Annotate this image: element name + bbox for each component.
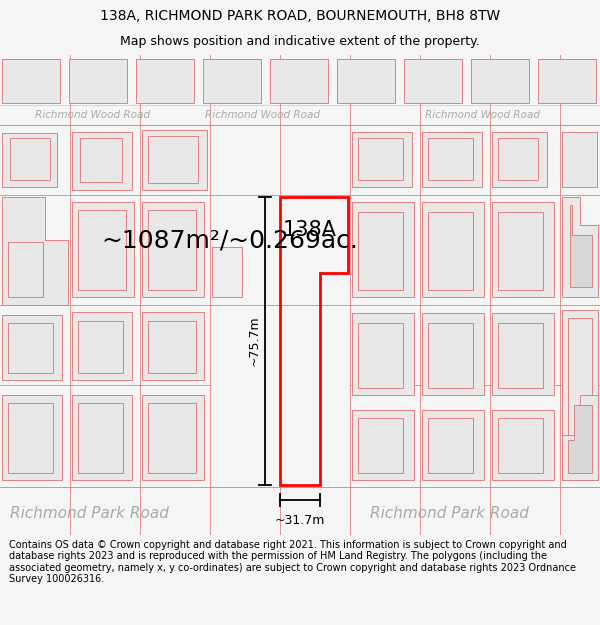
Bar	[78, 321, 123, 373]
Bar	[72, 132, 132, 190]
Text: Richmond Wood Road: Richmond Wood Road	[425, 110, 540, 120]
Bar	[422, 313, 484, 395]
Bar	[72, 312, 132, 380]
Bar	[422, 410, 484, 480]
Bar	[428, 418, 473, 473]
Bar	[270, 59, 328, 103]
Bar	[358, 418, 403, 473]
Text: Richmond Wood Road: Richmond Wood Road	[35, 110, 150, 120]
Bar	[492, 410, 554, 480]
Bar	[352, 410, 414, 480]
Bar	[2, 59, 60, 103]
Polygon shape	[2, 197, 68, 305]
Bar	[428, 212, 473, 290]
Bar	[428, 138, 473, 180]
Bar	[148, 403, 196, 473]
Bar	[428, 323, 473, 388]
Bar	[10, 138, 50, 180]
Bar	[358, 138, 403, 180]
Text: Richmond Wood Road: Richmond Wood Road	[205, 110, 320, 120]
Bar	[404, 59, 462, 103]
Bar	[562, 310, 598, 480]
Bar	[422, 202, 484, 297]
Bar	[492, 202, 554, 297]
Bar	[8, 242, 43, 297]
Text: 138A, RICHMOND PARK ROAD, BOURNEMOUTH, BH8 8TW: 138A, RICHMOND PARK ROAD, BOURNEMOUTH, B…	[100, 9, 500, 24]
Bar	[8, 323, 53, 373]
Bar	[358, 323, 403, 388]
Polygon shape	[562, 197, 598, 297]
Bar	[2, 315, 62, 380]
Bar	[358, 212, 403, 290]
Bar	[148, 210, 196, 290]
Bar	[72, 395, 132, 480]
Bar	[498, 212, 543, 290]
Text: Map shows position and indicative extent of the property.: Map shows position and indicative extent…	[120, 35, 480, 48]
Bar	[78, 403, 123, 473]
Text: ~1087m²/~0.269ac.: ~1087m²/~0.269ac.	[101, 228, 358, 252]
Bar	[498, 418, 543, 473]
Bar	[352, 132, 412, 187]
Text: Richmond Park Road: Richmond Park Road	[10, 506, 169, 521]
Bar	[352, 202, 414, 297]
Bar	[69, 59, 127, 103]
Bar	[212, 247, 242, 297]
Bar	[142, 130, 207, 190]
Polygon shape	[568, 405, 592, 473]
Bar	[142, 395, 204, 480]
Bar	[142, 202, 204, 297]
Bar	[422, 132, 482, 187]
Bar	[492, 313, 554, 395]
Polygon shape	[570, 205, 592, 287]
Bar	[498, 323, 543, 388]
Text: ~31.7m: ~31.7m	[275, 514, 325, 527]
Bar	[136, 59, 194, 103]
Bar	[148, 321, 196, 373]
Bar	[78, 210, 126, 290]
Bar	[492, 132, 547, 187]
Bar	[2, 395, 62, 480]
Text: 138A: 138A	[283, 220, 337, 240]
Text: ~75.7m: ~75.7m	[248, 316, 260, 366]
Bar	[538, 59, 596, 103]
Bar	[203, 59, 261, 103]
Bar	[562, 132, 597, 187]
Bar	[471, 59, 529, 103]
Bar	[72, 202, 134, 297]
Bar	[8, 403, 53, 473]
Bar	[2, 133, 57, 187]
Bar	[142, 312, 204, 380]
Bar	[352, 313, 414, 395]
Polygon shape	[562, 395, 598, 480]
Bar	[148, 136, 198, 183]
Text: Contains OS data © Crown copyright and database right 2021. This information is : Contains OS data © Crown copyright and d…	[9, 539, 576, 584]
Bar	[337, 59, 395, 103]
Bar	[568, 318, 592, 473]
Bar	[498, 138, 538, 180]
Bar	[80, 138, 122, 182]
Text: Richmond Park Road: Richmond Park Road	[370, 506, 529, 521]
